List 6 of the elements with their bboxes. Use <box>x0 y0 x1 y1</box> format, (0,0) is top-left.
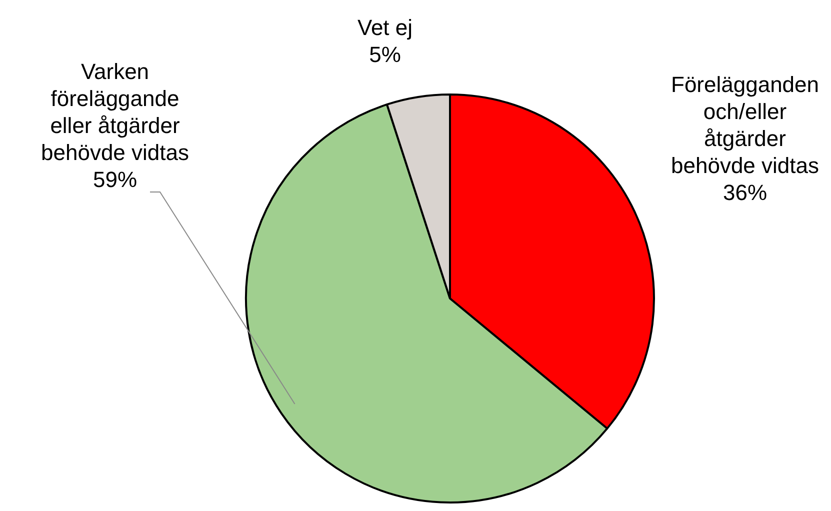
data-label: 36% <box>722 180 768 206</box>
slice-label: Förelägganden och/eller åtgärder behövde vidtas <box>670 72 820 178</box>
slice-label: Vet ej <box>357 15 413 40</box>
slice-label: Varken föreläggande eller åtgärder behövde vidtas <box>41 59 189 166</box>
data-label: 5% <box>369 42 401 68</box>
data-label: 59% <box>92 167 138 192</box>
